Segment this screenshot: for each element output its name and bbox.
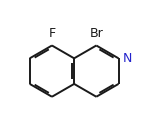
Text: F: F — [48, 27, 56, 40]
Text: Br: Br — [89, 27, 103, 40]
Text: N: N — [122, 52, 132, 65]
